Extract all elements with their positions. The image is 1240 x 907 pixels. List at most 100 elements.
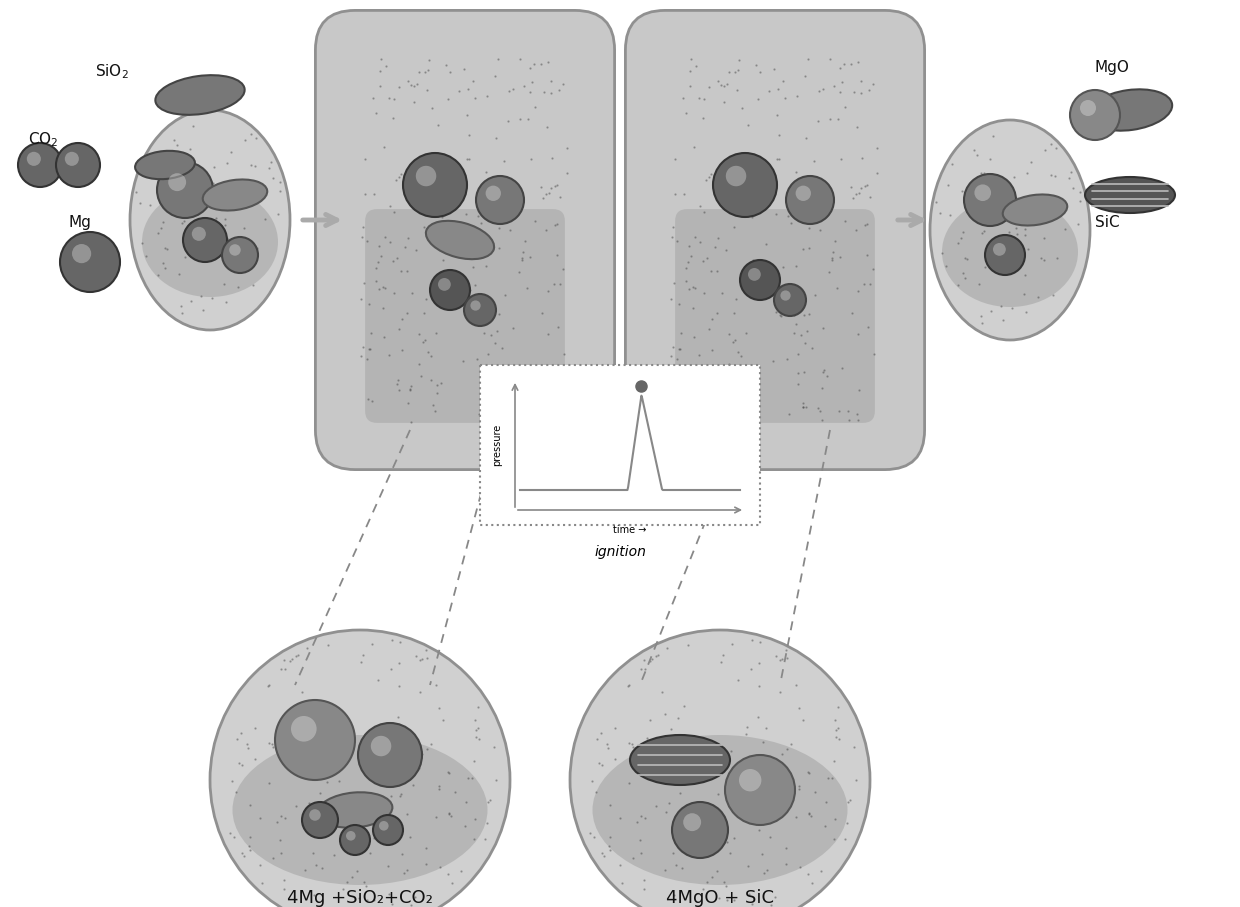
Point — [414, 220, 434, 235]
Point — [171, 215, 191, 229]
Circle shape — [672, 802, 728, 858]
Point — [697, 377, 717, 392]
Point — [825, 233, 844, 248]
Point — [622, 739, 642, 754]
Circle shape — [157, 162, 213, 218]
Point — [963, 143, 983, 158]
Point — [619, 736, 639, 750]
Point — [363, 892, 383, 907]
Point — [1070, 184, 1090, 199]
Point — [547, 178, 567, 192]
Ellipse shape — [155, 75, 244, 115]
Point — [1034, 253, 1054, 268]
Point — [791, 328, 811, 343]
Point — [544, 277, 564, 291]
Point — [686, 814, 706, 829]
Point — [272, 661, 291, 676]
Point — [797, 324, 817, 338]
Point — [591, 757, 611, 772]
Point — [467, 209, 487, 223]
Point — [1048, 250, 1068, 265]
Point — [750, 788, 770, 803]
Point — [532, 306, 552, 320]
Point — [389, 656, 409, 670]
Point — [656, 863, 676, 877]
Circle shape — [192, 227, 206, 241]
Point — [384, 92, 404, 106]
Point — [410, 174, 430, 189]
Point — [668, 297, 688, 311]
Point — [818, 265, 838, 279]
Point — [443, 267, 463, 281]
Point — [231, 240, 250, 255]
Point — [486, 69, 506, 83]
Point — [553, 262, 573, 277]
Point — [684, 847, 704, 862]
Point — [828, 404, 848, 418]
Point — [453, 354, 472, 368]
Point — [837, 816, 857, 831]
Point — [459, 128, 479, 142]
Point — [451, 863, 471, 878]
Point — [713, 749, 733, 764]
Point — [376, 280, 396, 295]
Point — [172, 306, 192, 320]
Point — [440, 166, 460, 180]
Point — [484, 308, 503, 323]
Point — [784, 327, 804, 341]
Point — [847, 187, 867, 201]
Point — [658, 747, 678, 762]
Point — [332, 883, 352, 897]
Point — [1045, 169, 1065, 183]
Point — [497, 113, 517, 128]
Point — [401, 383, 420, 397]
Point — [967, 148, 987, 162]
Point — [751, 787, 771, 802]
Circle shape — [373, 815, 403, 845]
Circle shape — [796, 186, 811, 201]
Point — [794, 365, 813, 379]
Point — [227, 785, 247, 799]
Point — [246, 720, 265, 735]
Point — [777, 209, 797, 223]
Point — [680, 281, 699, 296]
Point — [971, 308, 991, 323]
Point — [1034, 230, 1054, 245]
Point — [826, 723, 846, 737]
Point — [742, 662, 761, 677]
Point — [926, 195, 946, 210]
Point — [714, 874, 734, 889]
Point — [849, 186, 869, 200]
Point — [502, 413, 522, 427]
Point — [149, 268, 169, 282]
Point — [799, 307, 818, 322]
Point — [419, 54, 439, 68]
Point — [676, 105, 696, 120]
Point — [1068, 217, 1087, 231]
Point — [498, 83, 518, 98]
Point — [231, 726, 250, 740]
Point — [274, 873, 294, 887]
Point — [377, 727, 397, 741]
FancyBboxPatch shape — [315, 10, 615, 470]
Point — [362, 744, 382, 758]
Point — [179, 158, 198, 172]
Circle shape — [229, 244, 241, 256]
Point — [366, 274, 386, 288]
Point — [714, 79, 734, 93]
Point — [656, 805, 676, 820]
Point — [250, 811, 270, 825]
Point — [392, 787, 412, 802]
Point — [246, 752, 265, 766]
Point — [851, 181, 870, 196]
Point — [709, 891, 729, 905]
Point — [667, 234, 687, 249]
Point — [410, 191, 430, 206]
Point — [805, 211, 825, 226]
Point — [227, 732, 247, 746]
Point — [662, 230, 682, 245]
Point — [299, 740, 319, 755]
Point — [477, 377, 497, 392]
Circle shape — [340, 825, 370, 855]
Point — [414, 306, 434, 320]
